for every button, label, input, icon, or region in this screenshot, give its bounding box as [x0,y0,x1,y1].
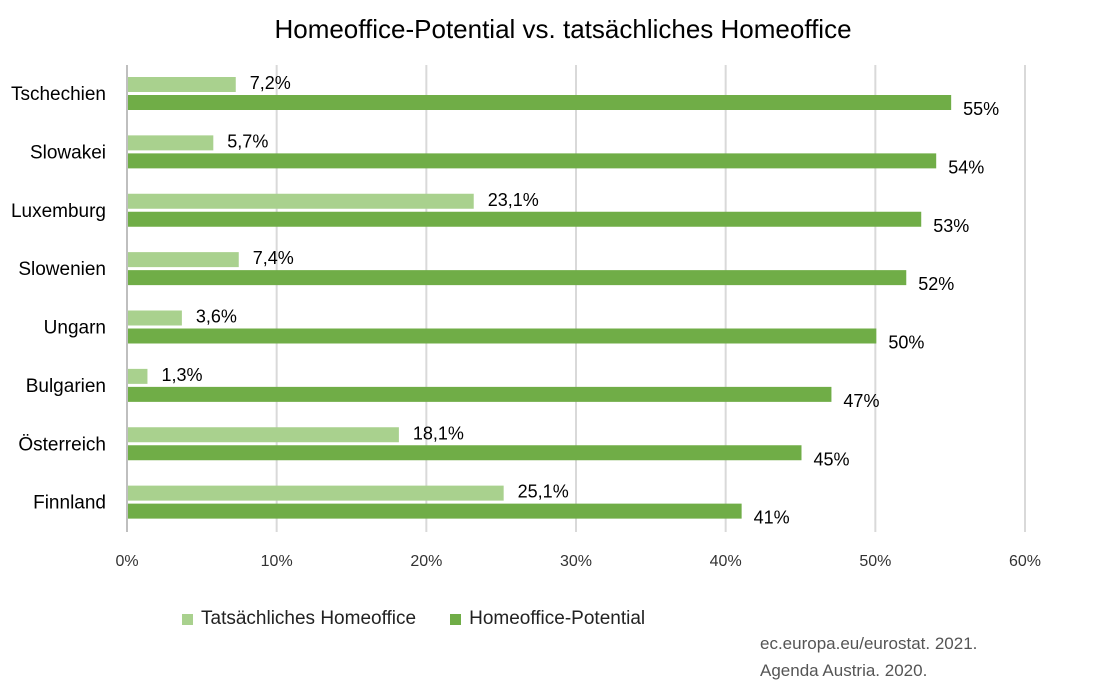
legend-item-potential: Homeoffice-Potential [450,608,645,630]
data-label-potential: 54% [948,157,984,177]
bar-potential [128,211,922,227]
data-label-actual: 25,1% [518,482,569,502]
data-label-actual: 7,4% [253,248,294,268]
data-label-potential: 45% [814,449,850,469]
data-label-potential: 41% [754,508,790,528]
data-labels: 7,2% 55% 5,7% 54% 23,1% 53% 7,4% 52% 3,6% 50% 1,3%… [161,73,999,528]
bar-actual [128,252,239,268]
data-label-potential: 53% [933,216,969,236]
y-tick-label: Österreich [18,434,106,455]
chart-title: Homeoffice-Potential vs. tatsächliches H… [274,14,851,44]
x-tick-label: 50% [859,553,891,570]
bar-potential [128,270,907,286]
legend-swatch-potential [450,613,462,625]
legend: Tatsächliches Homeoffice Homeoffice-Pote… [182,608,679,630]
x-tick-label: 60% [1009,553,1041,570]
source-line-1: ec.europa.eu/eurostat. 2021. [760,634,978,653]
bar-potential [128,445,802,461]
bar-actual [128,485,504,501]
data-label-actual: 7,2% [250,73,291,93]
y-tick-label: Bulgarien [26,376,106,397]
legend-label-actual: Tatsächliches Homeoffice [201,608,417,629]
legend-label-potential: Homeoffice-Potential [469,608,646,629]
data-label-potential: 52% [918,274,954,294]
bar-potential [128,153,937,169]
data-label-actual: 23,1% [488,190,539,210]
legend-swatch-actual [182,613,193,625]
data-label-potential: 47% [843,391,879,411]
data-label-actual: 5,7% [227,131,268,151]
data-label-actual: 1,3% [161,365,202,385]
source-line-2: Agenda Austria. 2020. [760,661,928,680]
bar-actual [128,193,474,209]
bar-potential [128,386,832,402]
y-tick-label: Slowakei [30,142,106,163]
x-tick-label: 0% [115,553,138,570]
bar-potential [128,95,952,110]
x-tick-label: 30% [560,553,592,570]
source-note: ec.europa.eu/eurostat. 2021. Agenda Aust… [760,630,977,684]
legend-item-actual: Tatsächliches Homeoffice [182,608,416,630]
y-tick-label: Slowenien [18,259,106,280]
data-label-actual: 3,6% [196,307,237,327]
bar-potential [128,503,742,519]
x-tick-label: 40% [710,553,742,570]
bar-actual [128,368,148,384]
gridlines [126,65,1026,532]
y-tick-label: Tschechien [11,84,106,105]
bar-actual [128,427,399,443]
y-tick-label: Ungarn [44,318,106,339]
bar-actual [128,77,236,92]
x-axis-ticks: 0% 10% 20% 30% 40% 50% 60% [115,553,1041,570]
bar-potential [128,328,877,344]
y-tick-label: Luxemburg [11,201,106,222]
x-tick-label: 20% [410,553,442,570]
bar-actual [128,310,182,326]
bars [128,77,952,519]
bar-actual [128,135,214,151]
y-axis-labels: Tschechien Slowakei Luxemburg Slowenien Unga… [11,84,106,514]
data-label-actual: 18,1% [413,423,464,443]
x-tick-label: 10% [261,553,293,570]
y-tick-label: Finnland [33,493,106,514]
data-label-potential: 55% [963,99,999,119]
data-label-potential: 50% [888,333,924,353]
